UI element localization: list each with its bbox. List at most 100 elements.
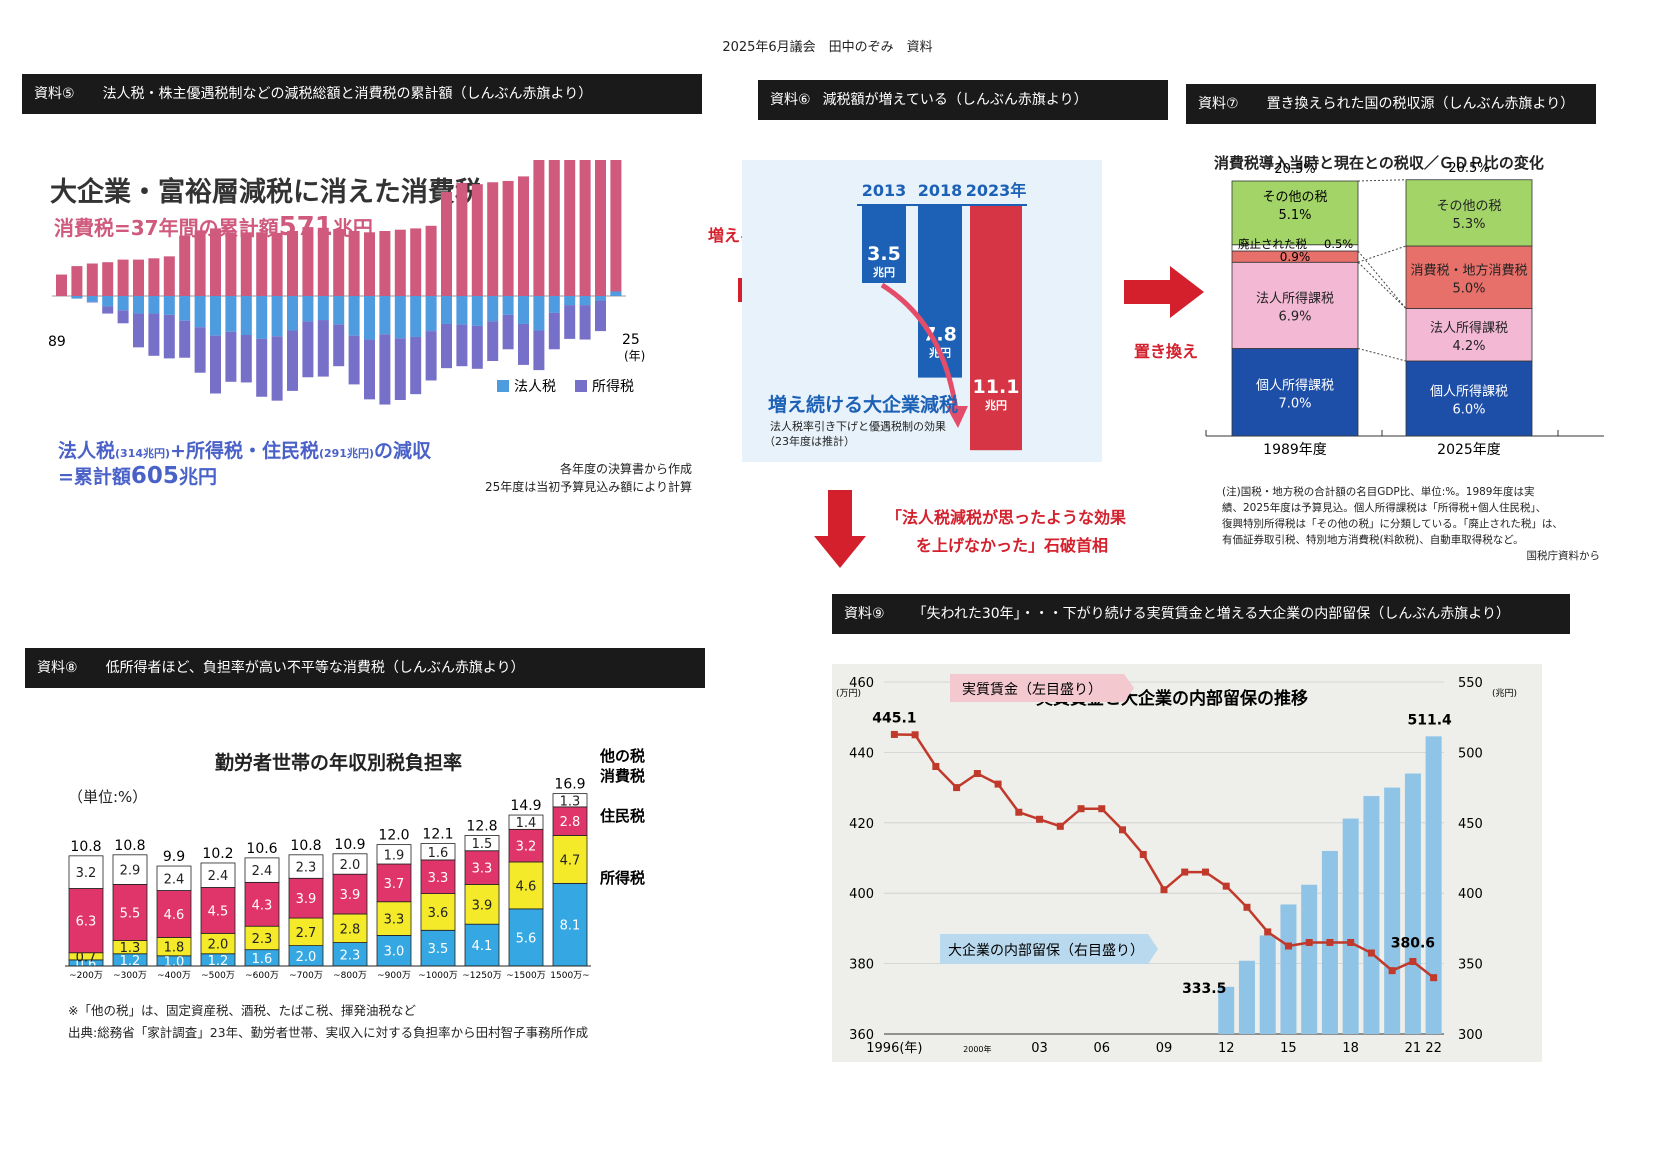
chart8-segment-value: 5.6 xyxy=(516,931,537,946)
chart8-category-label: ~900万 xyxy=(377,971,411,981)
chart5-consumption-bar xyxy=(471,184,483,296)
chart5-consumption-bar xyxy=(179,235,191,296)
chart9-wage-last-label: 380.6 xyxy=(1391,935,1435,951)
chart8-bar-segment xyxy=(156,865,192,891)
chart9-wage-marker xyxy=(1409,957,1417,965)
chart8-bar-segment xyxy=(508,861,544,910)
chart8-segment-value: 2.4 xyxy=(208,869,229,884)
chart5-consumption-bar xyxy=(302,227,314,296)
arrow3-icon xyxy=(814,490,866,568)
chart8-segment-value: 1.3 xyxy=(560,794,581,809)
chart5-consumption-bar xyxy=(163,256,175,296)
chart8-total-label: 12.8 xyxy=(466,818,497,834)
chart6-value-label: 3.5 xyxy=(867,243,901,265)
chart8-segment-value: 1.0 xyxy=(164,955,185,970)
chart8-segment-value: 1.9 xyxy=(384,848,405,863)
chart9-wage-marker xyxy=(1181,868,1189,876)
chart5-consumption-bar xyxy=(86,263,98,296)
chart9-wage-marker xyxy=(1243,903,1251,911)
chart9-wage-marker xyxy=(1015,808,1023,816)
chart7-svg: 20.5%1989年度20.5%2025年度個人所得課税7.0%法人所得課税6.… xyxy=(1205,161,1604,458)
chart9-x-tick: 2000年 xyxy=(963,1044,991,1054)
section-9-number: 資料⑨ xyxy=(844,606,885,622)
chart5-consumption-bar xyxy=(317,227,329,296)
chart5-b1-post: の減収 xyxy=(374,440,432,462)
chart9-wage-marker xyxy=(994,780,1002,788)
chart7-connector xyxy=(1357,179,1407,182)
chart5-consumption-bar xyxy=(117,259,129,296)
chart8-segment-value: 3.5 xyxy=(428,942,449,957)
chart5-title: 大企業・富裕層減税に消えた消費税 xyxy=(50,177,482,208)
chart8-segment-value: 8.1 xyxy=(560,919,581,934)
section-6-header: 資料⑥ 減税額が増えている（しんぶん赤旗より） xyxy=(758,80,1168,120)
chart9-reserve-bar xyxy=(1384,787,1401,1034)
chart5-consumption-bar xyxy=(425,225,437,296)
chart8-bar-segment xyxy=(68,888,104,954)
chart8-bar-segment xyxy=(244,857,280,883)
chart5-corporate-bar xyxy=(410,296,422,337)
chart5-consumption-bar xyxy=(610,160,622,296)
chart7-segment-name: 廃止された税 xyxy=(1238,237,1307,251)
chart9-reserve-bar xyxy=(1259,935,1276,1034)
chart5-consumption-bar xyxy=(518,176,529,296)
chart5-consumption-bar xyxy=(410,228,422,296)
chart7-segment-name: その他の税 xyxy=(1262,190,1327,205)
chart5-corporate-bar xyxy=(163,296,175,315)
chart8-segment-value: 2.0 xyxy=(208,938,229,953)
chart6-bar xyxy=(970,206,1022,451)
chart5-consumption-bar xyxy=(564,160,576,296)
chart9-wage-marker xyxy=(1201,868,1209,876)
chart8-bar-segment xyxy=(552,806,588,836)
chart7-note2: 績、2025年度は予算見込。個人所得課税は「所得税+個人住民税」、 xyxy=(1222,502,1547,514)
chart9-wage-marker xyxy=(911,731,919,739)
chart5-consumption-bar xyxy=(379,231,391,296)
chart9-left-tick: 460 xyxy=(849,676,874,691)
chart7-note1: (注)国税・地方税の合計額の名目GDP比、単位:%。1989年度は実 xyxy=(1222,486,1535,498)
section-5-title: 法人税・株主優遇税制などの減税総額と消費税の累計額（しんぶん赤旗より） xyxy=(102,86,593,102)
chart8-segment-value: 4.6 xyxy=(164,908,185,923)
chart8-bar-segment xyxy=(112,854,148,885)
chart7-segment-name: その他の税 xyxy=(1436,199,1501,214)
page-title: 2025年6月議会 田中のぞみ 資料 xyxy=(722,40,933,55)
chart8-category-label: ~1250万 xyxy=(462,971,501,981)
chart9-wage-marker xyxy=(932,762,940,770)
chart7-category-label: 1989年度 xyxy=(1263,442,1327,458)
chart5-corporate-bar xyxy=(333,296,345,325)
chart5-income-bar xyxy=(287,330,298,391)
chart5-income-bar xyxy=(379,334,391,405)
chart8-segment-value: 3.9 xyxy=(340,888,361,903)
chart7-segment-name: 法人所得課税 xyxy=(1430,320,1508,336)
chart5-corporate-bar xyxy=(240,296,252,335)
section-6-title: 減税額が増えている（しんぶん赤旗より） xyxy=(822,92,1088,108)
chart5-consumption-bar xyxy=(194,230,206,296)
chart5-legend-income-label: 所得税 xyxy=(592,378,634,395)
chart8-total-label: 14.9 xyxy=(510,798,541,814)
chart8-category-label: ~200万 xyxy=(69,971,103,981)
chart9-wage-marker xyxy=(1284,942,1292,950)
chart8-bar-segment xyxy=(508,814,544,830)
chart9-reserve-last-label: 511.4 xyxy=(1407,712,1452,728)
chart5-b2-num: 605 xyxy=(130,463,179,489)
chart6-bar xyxy=(862,206,906,283)
chart9-wage-marker xyxy=(1160,886,1168,894)
chart5-corporate-bar xyxy=(595,296,606,301)
chart5-b1-b: (291兆円) xyxy=(318,447,374,460)
chart9-right-tick: 300 xyxy=(1458,1028,1483,1043)
chart8-segment-value: 3.3 xyxy=(384,913,405,928)
chart8-segment-value: 2.3 xyxy=(340,948,361,963)
chart7-title: 消費税導入当時と現在との税収／ＧＤＰ比の変化 xyxy=(1214,154,1544,172)
chart9-right-tick: 350 xyxy=(1458,958,1483,973)
chart9-x-tick: 1996(年) xyxy=(866,1041,922,1056)
chart9-wage-marker xyxy=(1139,850,1147,858)
chart7-note3: 復興特別所得税は「その他の税」に分類している。「廃止された税」は、 xyxy=(1222,518,1563,530)
chart5-note2: 25年度は当初予算見込み額により計算 xyxy=(484,480,692,494)
chart5-b1-mid: +所得税・住民税 xyxy=(170,440,319,462)
chart9-wage-marker xyxy=(1098,805,1106,813)
chart8-segment-value: 4.1 xyxy=(472,939,493,954)
chart7-segment xyxy=(1405,360,1533,437)
chart8-segment-value: 5.5 xyxy=(120,906,141,921)
chart8-legend-label: 消費税 xyxy=(600,767,645,785)
chart8-segment-value: 3.2 xyxy=(76,866,97,881)
chart8-total-label: 10.6 xyxy=(246,841,277,857)
section-5-header: 資料⑤ 法人税・株主優遇税制などの減税総額と消費税の累計額（しんぶん赤旗より） xyxy=(22,74,702,114)
